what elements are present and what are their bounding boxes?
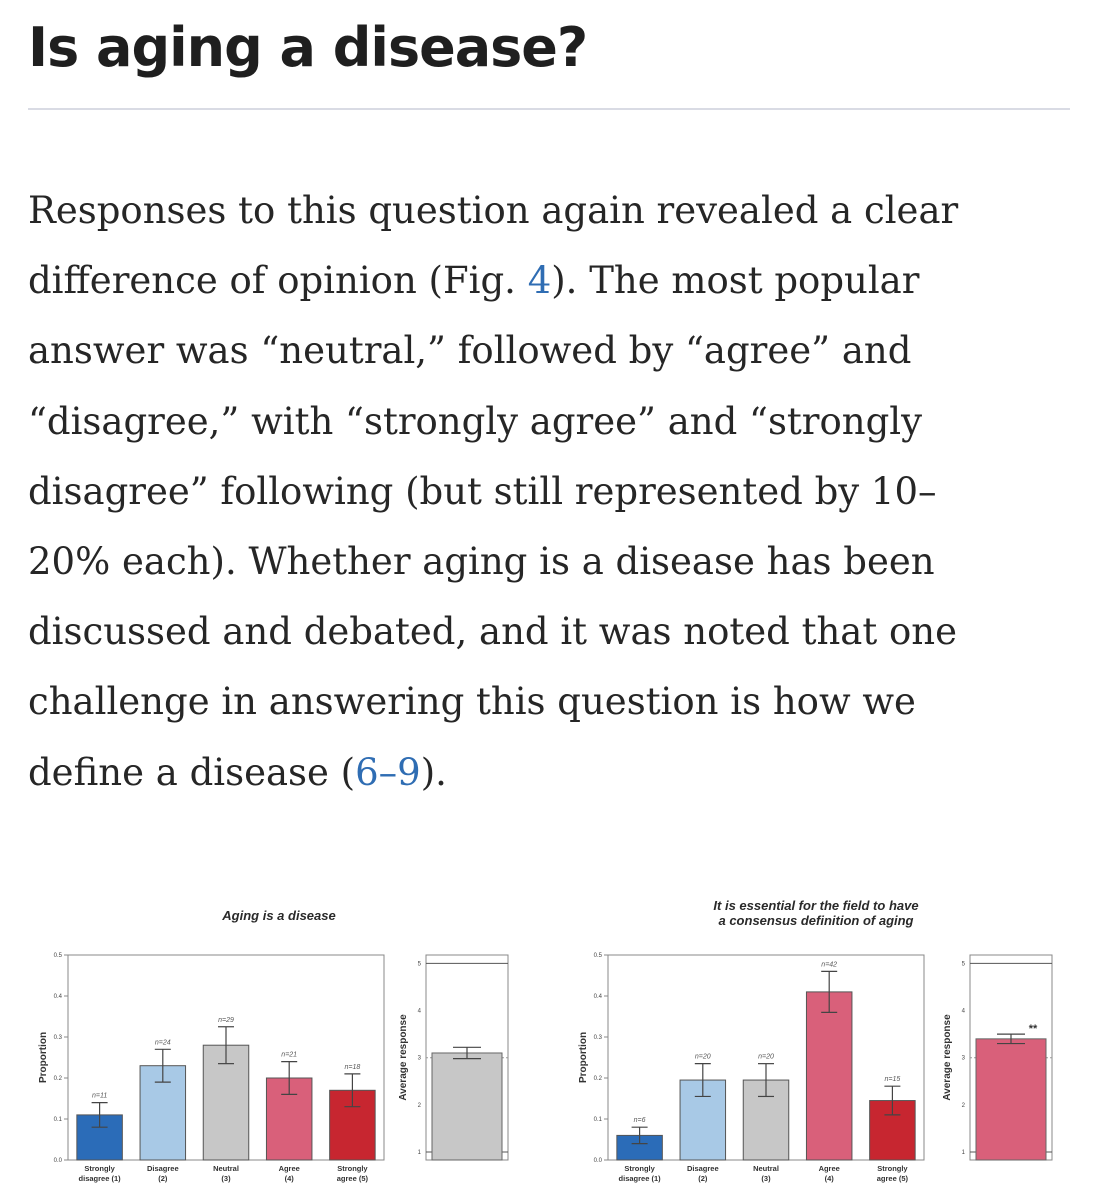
category-label: disagree (1): [79, 1174, 122, 1183]
paragraph-line: challenge in answering this question is …: [28, 667, 1078, 737]
paragraph-text: ).: [420, 750, 447, 794]
average-tick-label: 4: [418, 1009, 422, 1015]
category-label: (2): [158, 1174, 168, 1183]
paragraph-line: 20% each). Whether aging is a disease ha…: [28, 527, 1078, 597]
y-tick-label: 0.5: [594, 953, 603, 959]
figure-charts: Aging is a disease 0.0 0.1 0.2 0.3 0.4 0.5 Prop…: [38, 898, 1053, 1183]
category-label: Strongly: [624, 1164, 655, 1173]
y-tick-label: 0.1: [594, 1117, 603, 1123]
category-label: Strongly: [84, 1164, 115, 1173]
paragraph-line: discussed and debated, and it was noted …: [28, 597, 1078, 667]
y-tick-label: 0.3: [54, 1035, 63, 1041]
n-label: n=20: [695, 1054, 711, 1061]
paragraph-text: Responses to this question again reveale…: [28, 189, 959, 232]
n-label: n=42: [821, 961, 837, 968]
n-label: n=24: [155, 1039, 171, 1046]
significance-marker: **: [1029, 1023, 1038, 1035]
y-tick-label: 0.1: [54, 1117, 63, 1123]
n-label: n=29: [218, 1017, 234, 1024]
average-y-label: Average response: [398, 1014, 409, 1101]
y-tick-label: 0.0: [594, 1158, 603, 1164]
paragraph-line: difference of opinion (Fig. 4). The most…: [28, 246, 1078, 316]
category-label: agree (5): [337, 1174, 369, 1183]
category-label: Strongly: [877, 1164, 908, 1173]
paragraph-text: disagree” following (but still represent…: [28, 469, 937, 513]
paragraph-line: answer was “neutral,” followed by “agree…: [28, 316, 1078, 386]
paragraph-line: disagree” following (but still represent…: [28, 457, 1078, 527]
chart-title: It is essential for the field to have: [713, 898, 918, 913]
y-tick-label: 0.2: [594, 1076, 603, 1082]
category-label: Neutral: [213, 1164, 239, 1173]
chart-title: a consensus definition of aging: [718, 913, 913, 928]
average-tick-label: 3: [418, 1056, 422, 1062]
n-label: n=11: [92, 1093, 107, 1100]
category-label: (3): [221, 1174, 231, 1183]
category-label: (3): [761, 1174, 771, 1183]
y-tick-label: 0.3: [594, 1035, 603, 1041]
average-bar: [975, 1038, 1047, 1161]
category-label: Agree: [279, 1164, 300, 1173]
y-axis-label: Proportion: [38, 1032, 49, 1083]
reference-link[interactable]: 4: [527, 259, 552, 303]
paragraph-line: define a disease (6–9).: [28, 738, 1078, 808]
chart-title: Aging is a disease: [221, 908, 335, 923]
paragraph-text: discussed and debated, and it was noted …: [28, 610, 957, 654]
category-label: Disagree: [147, 1164, 179, 1173]
y-tick-label: 0.4: [594, 994, 603, 1000]
paragraph-text: 20% each). Whether aging is a disease ha…: [28, 540, 935, 584]
category-label: (4): [285, 1174, 295, 1183]
paragraph-line: “disagree,” with “strongly agree” and “s…: [28, 387, 1078, 457]
category-label: Agree: [819, 1164, 840, 1173]
category-label: agree (5): [877, 1174, 909, 1183]
paragraph-line: Responses to this question again reveale…: [28, 176, 1078, 246]
body-paragraph: Responses to this question again reveale…: [28, 176, 1078, 808]
average-tick-label: 2: [418, 1103, 422, 1109]
n-label: n=15: [885, 1076, 901, 1083]
y-tick-label: 0.5: [54, 953, 63, 959]
bar: [805, 991, 853, 1161]
category-label: Disagree: [687, 1164, 719, 1173]
bar: [202, 1044, 250, 1161]
average-tick-label: 5: [962, 961, 966, 967]
figure-4: Aging is a disease 0.0 0.1 0.2 0.3 0.4 0.5 Prop…: [0, 880, 1098, 1200]
paragraph-text: challenge in answering this question is …: [28, 680, 916, 724]
category-label: (4): [825, 1174, 835, 1183]
average-y-label: Average response: [942, 1014, 953, 1101]
n-label: n=18: [345, 1064, 361, 1071]
y-axis-label: Proportion: [578, 1032, 589, 1083]
heading-divider: [28, 108, 1070, 110]
average-tick-label: 1: [962, 1150, 966, 1156]
category-label: (2): [698, 1174, 708, 1183]
reference-link[interactable]: 6–9: [355, 750, 421, 794]
category-label: Strongly: [337, 1164, 368, 1173]
average-bar: [431, 1052, 503, 1161]
n-label: n=20: [758, 1054, 774, 1061]
y-tick-label: 0.2: [54, 1076, 63, 1082]
paragraph-text: answer was “neutral,” followed by “agree…: [28, 329, 912, 373]
y-tick-label: 0.4: [54, 994, 63, 1000]
y-tick-label: 0.0: [54, 1158, 63, 1164]
category-label: Neutral: [753, 1164, 779, 1173]
average-tick-label: 2: [962, 1103, 966, 1109]
paragraph-text: ). The most popular: [551, 259, 920, 303]
average-tick-label: 5: [418, 961, 422, 967]
paragraph-text: difference of opinion (Fig.: [28, 259, 528, 303]
paragraph-text: define a disease (: [28, 750, 356, 794]
average-tick-label: 1: [418, 1150, 422, 1156]
paragraph-text: “disagree,” with “strongly agree” and “s…: [28, 399, 923, 443]
average-tick-label: 4: [962, 1009, 966, 1015]
section-heading: Is aging a disease?: [28, 16, 588, 79]
n-label: n=6: [634, 1117, 646, 1124]
n-label: n=21: [281, 1052, 297, 1059]
average-tick-label: 3: [962, 1056, 966, 1062]
category-label: disagree (1): [619, 1174, 662, 1183]
